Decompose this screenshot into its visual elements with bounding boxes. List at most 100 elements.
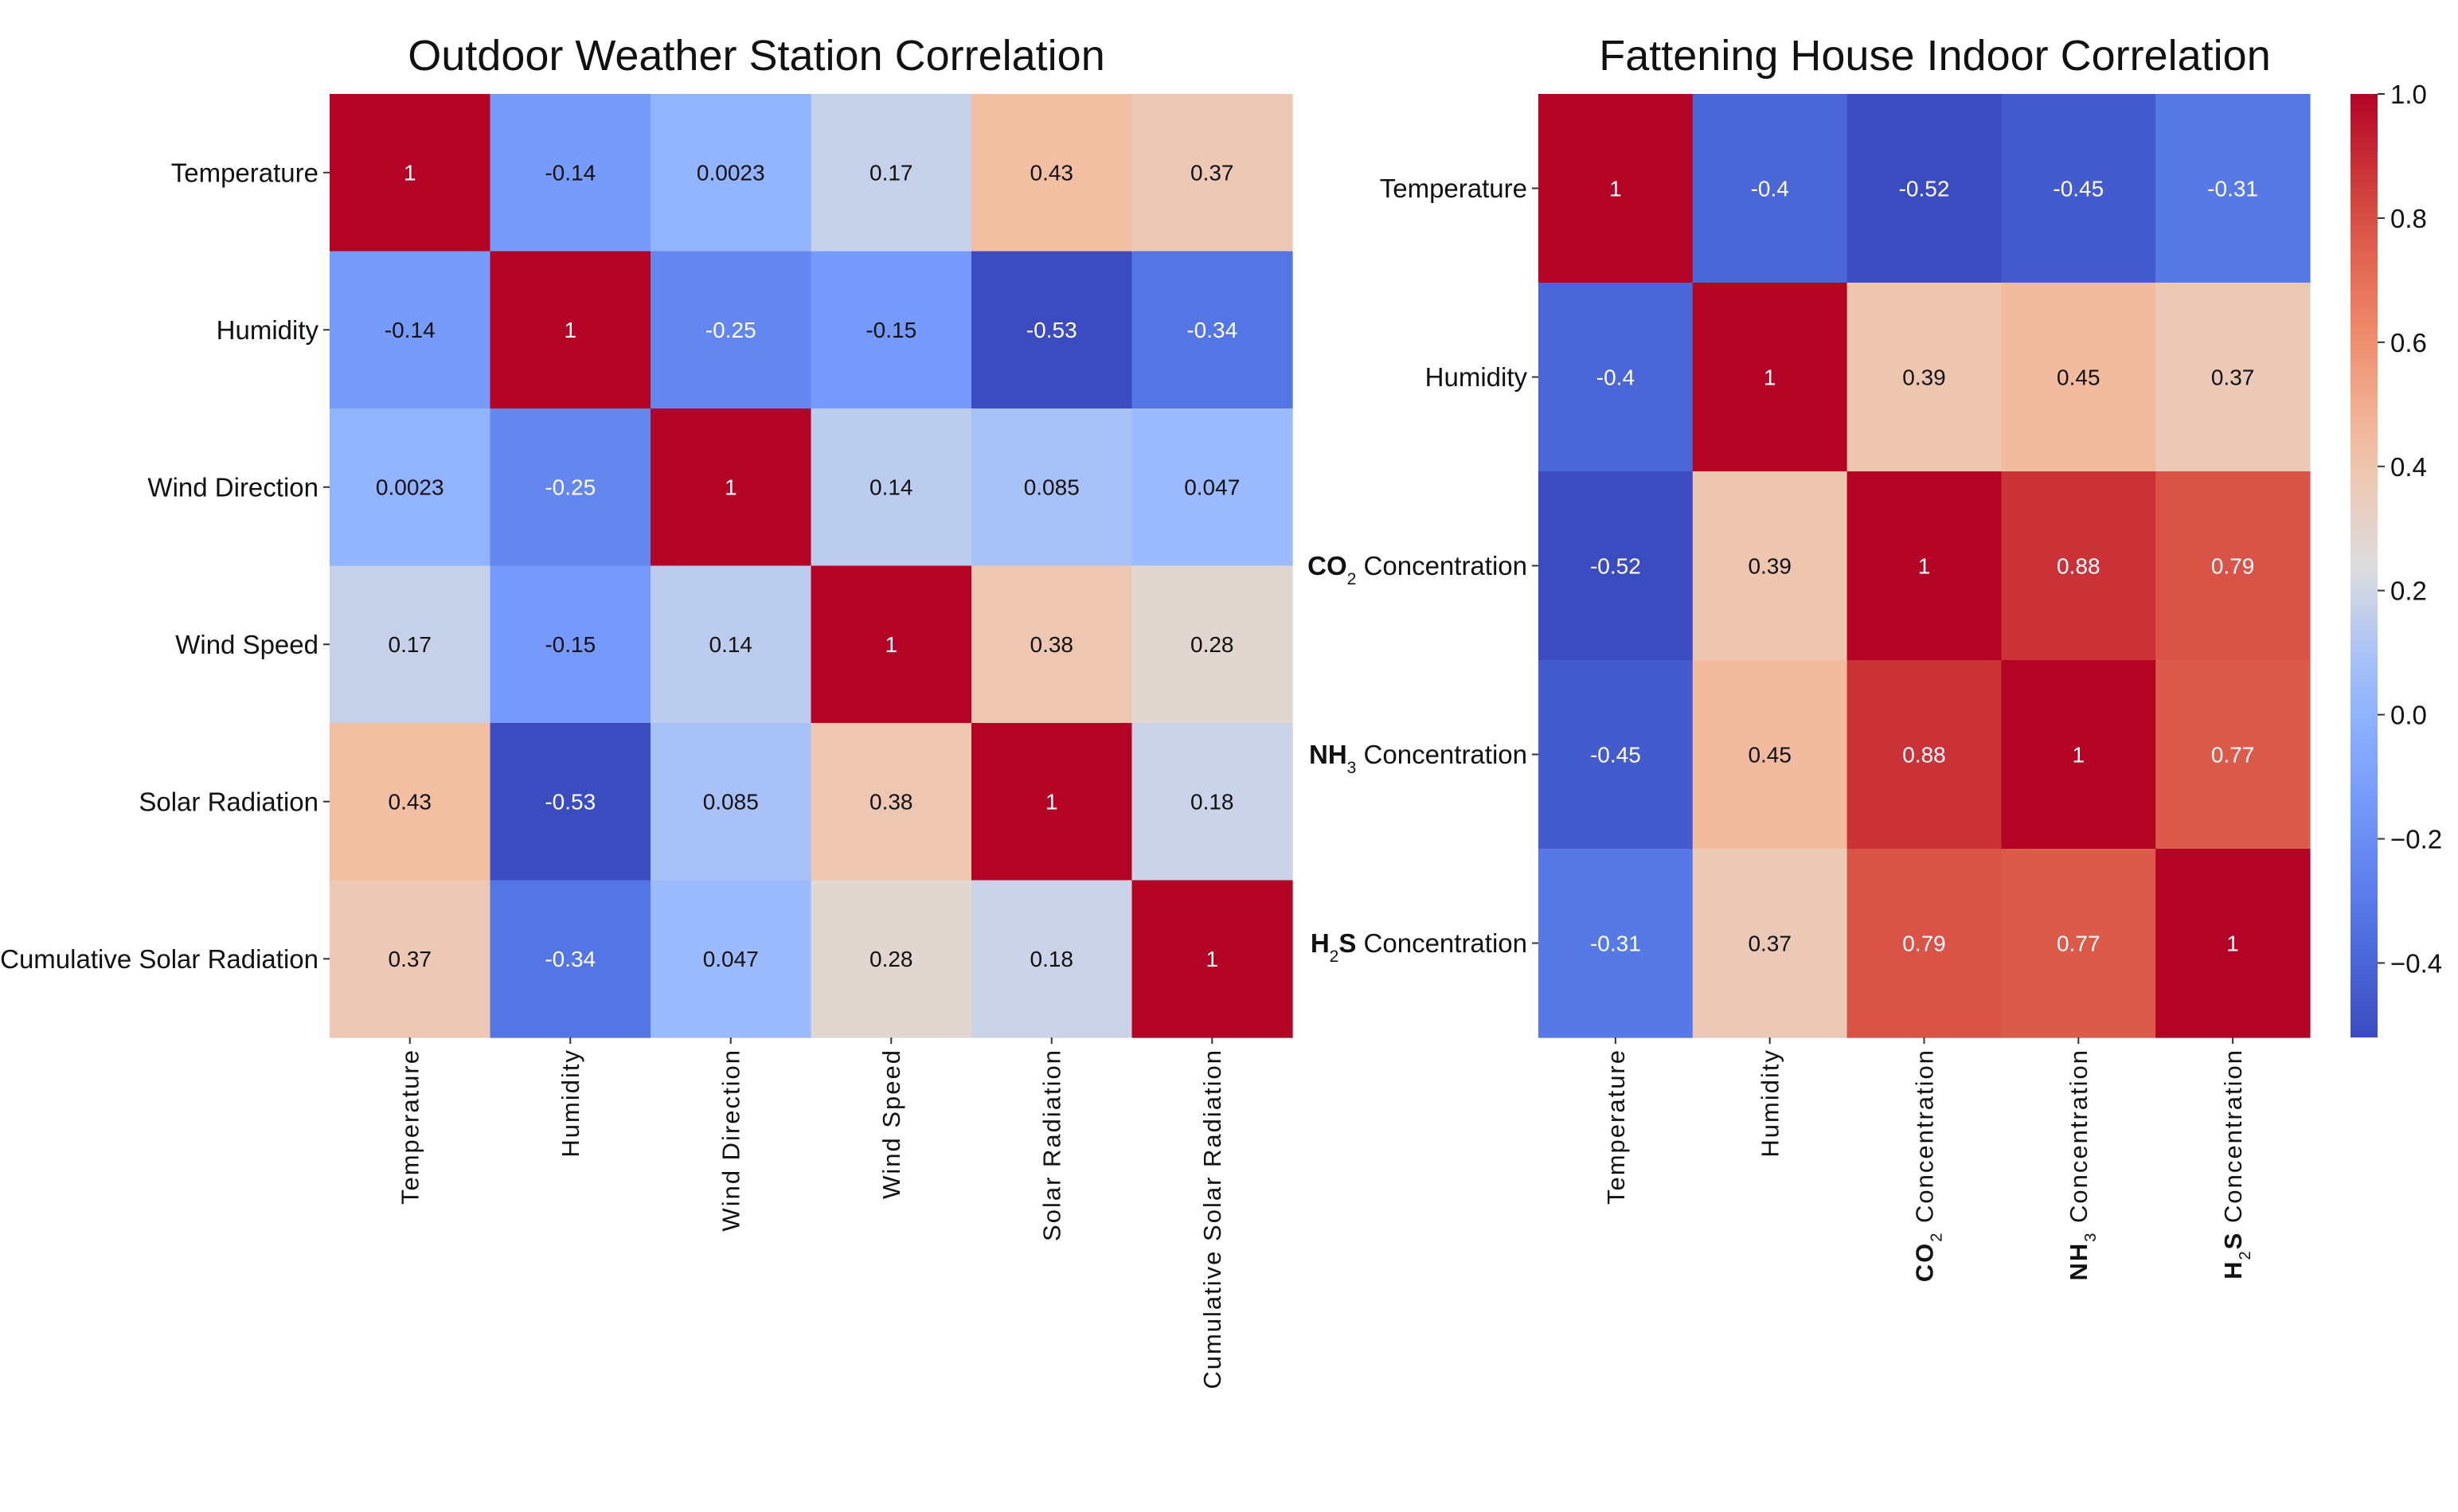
cell-value-label: -0.31	[1590, 931, 1641, 955]
heatmap-cell	[651, 880, 812, 1038]
y-tick-label: Solar Radiation	[139, 787, 318, 816]
colorbar-tick-label: 0.0	[2390, 701, 2427, 730]
cell-value-label: 0.77	[2211, 742, 2255, 767]
colorbar-tick-label: 0.4	[2390, 452, 2427, 482]
heatmap-cell	[490, 723, 651, 881]
cell-value-label: -0.25	[705, 318, 756, 342]
cell-value-label: 0.085	[1024, 475, 1080, 500]
heatmap-1: Outdoor Weather Station Correlation 1 -0.1…	[0, 32, 1293, 1389]
cell-value-label: 1	[885, 632, 897, 657]
cell-value-label: 1	[1918, 553, 1931, 578]
cell-value-label: 1	[1764, 365, 1776, 389]
y-tick-label: Humidity	[217, 315, 319, 345]
cell-value-label: 0.0023	[697, 161, 765, 186]
cell-value-label: 0.37	[2211, 365, 2255, 389]
heatmap-cell	[811, 723, 972, 881]
heatmap-cell	[971, 723, 1133, 881]
heatmap-cell	[811, 565, 972, 724]
heatmap-cell	[1131, 408, 1293, 567]
heatmap-cell	[1846, 94, 2002, 283]
cell-value-label: 0.17	[869, 161, 913, 186]
heatmap-cell	[1538, 471, 1694, 661]
cell-value-label: 1	[1206, 947, 1218, 971]
cell-value-label: -0.14	[385, 318, 436, 342]
colorbar-gradient	[2351, 94, 2378, 1037]
cell-value-label: 0.77	[2057, 931, 2100, 955]
x-tick-label: CO2 Concentration	[1910, 1049, 1945, 1282]
heatmap-cell	[971, 565, 1133, 724]
heatmap-cell	[811, 251, 972, 409]
y-tick-label: Cumulative Solar Radiation	[0, 944, 318, 974]
cell-value-label: 0.45	[1748, 742, 1792, 767]
cell-value-label: 0.14	[709, 632, 753, 657]
cell-value-label: 1	[564, 318, 576, 342]
heatmap-2: Fattening House Indoor Correlation 1 -0.4 -…	[1307, 32, 2442, 1282]
cell-value-label: 0.88	[1902, 742, 1946, 767]
heatmap-cell	[971, 408, 1133, 567]
cell-value-label: -0.34	[545, 947, 596, 971]
x-tick-label: Humidity	[1757, 1049, 1784, 1158]
x-tick-label: NH3 Concentration	[2065, 1049, 2100, 1281]
cell-value-label: 0.88	[2057, 553, 2100, 578]
x-tick-label: Temperature	[397, 1049, 424, 1205]
cell-value-label: -0.52	[1899, 176, 1950, 201]
heatmap-cell	[1131, 565, 1293, 724]
cell-value-label: 0.38	[869, 790, 913, 815]
heatmap-cell	[1131, 880, 1293, 1038]
chart-title: Outdoor Weather Station Correlation	[408, 32, 1104, 80]
heatmap-cell	[1131, 251, 1293, 409]
y-tick-label: NH3 Concentration	[1309, 740, 1527, 777]
heatmap-cell	[1538, 283, 1694, 472]
heatmap-cell	[330, 723, 491, 881]
cell-value-label: -0.31	[2207, 176, 2258, 201]
cell-value-label: 0.085	[703, 790, 759, 815]
heatmap-cell	[330, 408, 491, 567]
heatmap-cell	[651, 723, 812, 881]
heatmap-cell	[651, 94, 812, 252]
cell-value-label: -0.14	[545, 161, 596, 186]
cell-value-label: 0.17	[389, 632, 432, 657]
heatmap-cell	[651, 565, 812, 724]
cell-value-label: -0.15	[866, 318, 916, 342]
cell-value-label: 1	[2226, 931, 2239, 955]
heatmap-cell	[1846, 471, 2002, 661]
cell-value-label: -0.53	[1026, 318, 1077, 342]
heatmap-cell	[811, 408, 972, 567]
cell-value-label: 1	[1609, 176, 1622, 201]
heatmap-cell	[811, 880, 972, 1038]
heatmap-cell	[971, 94, 1133, 252]
y-tick-label: Temperature	[1380, 174, 1527, 203]
cell-value-label: 0.38	[1030, 632, 1074, 657]
cell-value-label: 0.047	[703, 947, 759, 971]
cell-value-label: 0.18	[1190, 790, 1234, 815]
heatmap-cell	[2155, 471, 2311, 661]
cell-value-label: 0.37	[1748, 931, 1792, 955]
y-tick-label: Humidity	[1425, 362, 1528, 392]
heatmap-cell	[971, 880, 1133, 1038]
heatmap-cell	[2155, 660, 2311, 850]
heatmap-cell	[2001, 94, 2156, 283]
x-tick-label: Wind Direction	[717, 1049, 745, 1232]
y-tick-label: Wind Speed	[175, 630, 318, 659]
y-tick-label: Wind Direction	[147, 472, 318, 502]
x-tick-label: Solar Radiation	[1038, 1049, 1066, 1241]
heatmap-cell	[1846, 283, 2002, 472]
y-tick-label: CO2 Concentration	[1307, 551, 1527, 588]
heatmap-cell	[2001, 660, 2156, 850]
heatmap-cell	[651, 408, 812, 567]
cell-value-label: -0.52	[1590, 553, 1641, 578]
y-tick-label: H2S Concentration	[1311, 928, 1527, 966]
heatmap-cell	[2155, 849, 2311, 1038]
x-tick-label: Wind Speed	[877, 1049, 905, 1199]
cell-value-label: 0.39	[1748, 553, 1792, 578]
heatmap-cell	[1846, 849, 2002, 1038]
chart-title: Fattening House Indoor Correlation	[1599, 32, 2271, 80]
x-tick-label: H2S Concentration	[2219, 1049, 2254, 1280]
heatmap-cell	[490, 94, 651, 252]
cell-value-label: 0.39	[1902, 365, 1946, 389]
cell-value-label: 1	[2073, 742, 2085, 767]
heatmap-cell	[1692, 94, 1848, 283]
heatmap-cell	[1538, 94, 1694, 283]
heatmap-cell	[2001, 849, 2156, 1038]
